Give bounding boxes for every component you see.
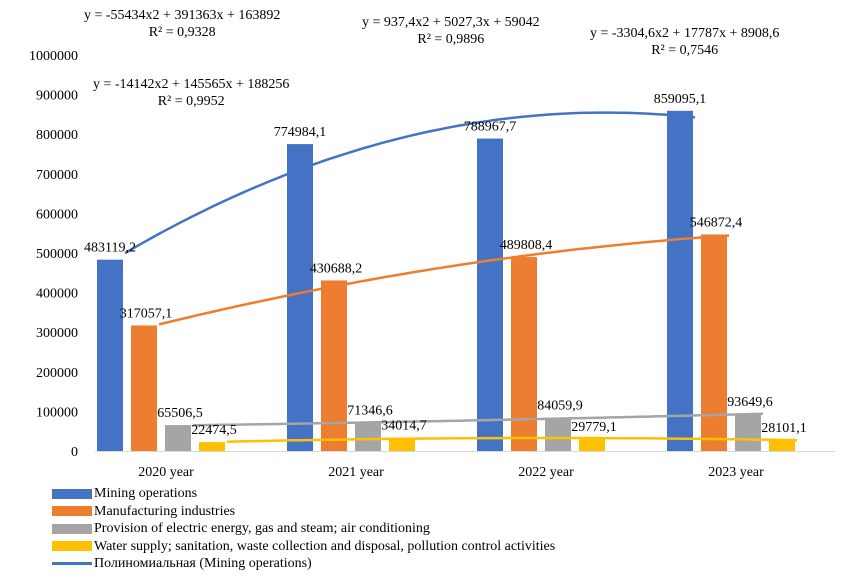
data-label: 34014,7 xyxy=(381,419,427,434)
bar xyxy=(477,138,503,451)
trendline-equation-manufacturing: y = -14142x2 + 145565x + 188256 R² = 0,9… xyxy=(93,76,289,110)
r-squared-text: R² = 0,9896 xyxy=(417,32,485,47)
legend-item-water: Water supply; sanitation, waste collecti… xyxy=(52,538,555,556)
legend-item-mining: Mining operations xyxy=(52,485,555,503)
legend-item-manufacturing: Manufacturing industries xyxy=(52,503,555,521)
bar xyxy=(701,234,727,451)
y-tick-label: 0 xyxy=(71,445,78,460)
bar xyxy=(199,442,225,451)
equation-text: y = -14142x2 + 145565x + 188256 xyxy=(93,77,290,92)
y-tick-label: 100000 xyxy=(36,405,78,420)
legend-label: Provision of electric energy, gas and st… xyxy=(94,521,430,536)
bar xyxy=(389,437,415,451)
data-label: 29779,1 xyxy=(571,420,617,435)
bar xyxy=(355,422,381,451)
x-axis: 2020 year 2021 year 2022 year 2023 year xyxy=(138,465,764,480)
data-label: 317057,1 xyxy=(120,306,173,321)
legend-label: Manufacturing industries xyxy=(94,503,236,519)
bars xyxy=(97,110,795,451)
data-label: 774984,1 xyxy=(274,125,327,140)
data-label: 483119,2 xyxy=(84,241,136,256)
y-tick-label: 200000 xyxy=(36,366,78,381)
r-squared-text: R² = 0,9328 xyxy=(148,25,216,40)
y-tick-label: 600000 xyxy=(36,207,78,222)
y-tick-label: 500000 xyxy=(36,247,78,262)
legend-label: Mining operations xyxy=(94,486,198,501)
bar xyxy=(131,325,157,451)
data-label: 65506,5 xyxy=(157,406,203,421)
trendline-equation-water: y = -3304,6x2 + 17787x + 8908,6 R² = 0,7… xyxy=(590,25,779,59)
x-tick-label: 2020 year xyxy=(138,465,194,480)
bar xyxy=(511,257,537,451)
legend-swatch xyxy=(52,506,92,517)
legend-label: Water supply; sanitation, waste collecti… xyxy=(94,538,556,554)
y-tick-label: 400000 xyxy=(36,287,78,302)
r-squared-text: R² = 0,9952 xyxy=(157,94,225,109)
trendlines xyxy=(124,111,798,443)
data-label: 71346,6 xyxy=(347,404,393,419)
equation-text: y = 937,4x2 + 5027,3x + 59042 xyxy=(362,15,540,30)
legend-item-trendline: Полиномиальная (Mining operations) xyxy=(52,555,555,573)
data-labels: 483119,2 774984,1 788967,7 859095,1 317057,1… xyxy=(84,92,807,438)
data-label: 84059,9 xyxy=(537,399,583,414)
y-tick-label: 900000 xyxy=(36,89,78,104)
data-label: 546872,4 xyxy=(690,215,743,230)
bar xyxy=(97,259,123,451)
data-label: 430688,2 xyxy=(310,261,363,276)
trendline xyxy=(124,111,696,255)
trendline xyxy=(226,436,798,443)
bar xyxy=(769,439,795,451)
bar xyxy=(165,425,191,451)
y-tick-label: 1000000 xyxy=(29,49,78,64)
bar xyxy=(667,110,693,451)
y-tick-label: 700000 xyxy=(36,168,78,183)
y-tick-label: 300000 xyxy=(36,326,78,341)
bar xyxy=(287,144,313,451)
bar xyxy=(579,439,605,451)
trendline xyxy=(192,412,764,427)
data-label: 489808,4 xyxy=(500,238,553,253)
legend-swatch xyxy=(52,541,92,552)
trendline-equation-mining: y = -55434x2 + 391363x + 163892 R² = 0,9… xyxy=(84,7,280,41)
legend-item-electric: Provision of electric energy, gas and st… xyxy=(52,520,555,538)
x-tick-label: 2023 year xyxy=(708,465,764,480)
legend-swatch xyxy=(52,523,92,534)
trendline xyxy=(158,234,730,326)
data-label: 788967,7 xyxy=(464,120,517,135)
equation-text: y = -3304,6x2 + 17787x + 8908,6 xyxy=(590,26,780,41)
bar xyxy=(545,417,571,451)
legend-line-swatch xyxy=(52,562,92,566)
y-axis: 0 100000 200000 300000 400000 500000 600000 700… xyxy=(29,49,78,460)
bar xyxy=(321,280,347,451)
trendline-equation-electric: y = 937,4x2 + 5027,3x + 59042 R² = 0,989… xyxy=(362,14,540,48)
bar xyxy=(735,413,761,451)
y-tick-label: 800000 xyxy=(36,128,78,143)
legend: Mining operations Manufacturing industri… xyxy=(52,485,555,573)
legend-label: Полиномиальная (Mining operations) xyxy=(94,556,312,571)
legend-swatch xyxy=(52,488,92,499)
equation-text: y = -55434x2 + 391363x + 163892 xyxy=(84,8,281,23)
data-label: 28101,1 xyxy=(761,421,807,436)
x-tick-label: 2021 year xyxy=(328,465,384,480)
data-label: 859095,1 xyxy=(654,92,707,107)
data-label: 22474,5 xyxy=(191,423,237,438)
data-label: 93649,6 xyxy=(727,395,773,410)
x-tick-label: 2022 year xyxy=(518,465,574,480)
r-squared-text: R² = 0,7546 xyxy=(651,43,719,58)
